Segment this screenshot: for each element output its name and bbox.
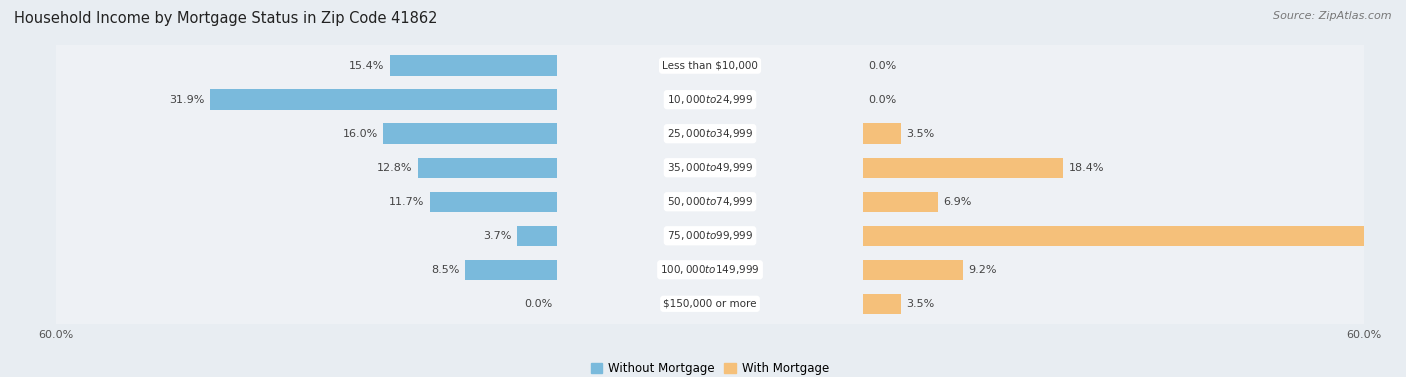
Bar <box>862 192 938 212</box>
FancyBboxPatch shape <box>49 92 1371 176</box>
Text: 9.2%: 9.2% <box>969 265 997 275</box>
Legend: Without Mortgage, With Mortgage: Without Mortgage, With Mortgage <box>586 357 834 377</box>
Text: 12.8%: 12.8% <box>377 163 412 173</box>
Bar <box>517 225 558 246</box>
Bar <box>862 294 901 314</box>
FancyBboxPatch shape <box>55 34 1365 97</box>
Bar <box>209 89 558 110</box>
Text: 3.7%: 3.7% <box>484 231 512 241</box>
Text: $100,000 to $149,999: $100,000 to $149,999 <box>661 263 759 276</box>
Text: $25,000 to $34,999: $25,000 to $34,999 <box>666 127 754 140</box>
FancyBboxPatch shape <box>49 228 1371 312</box>
FancyBboxPatch shape <box>49 23 1371 108</box>
Text: $75,000 to $99,999: $75,000 to $99,999 <box>666 229 754 242</box>
Bar <box>862 225 1406 246</box>
FancyBboxPatch shape <box>55 103 1365 165</box>
FancyBboxPatch shape <box>55 239 1365 301</box>
Text: 0.0%: 0.0% <box>868 95 896 105</box>
Text: 18.4%: 18.4% <box>1069 163 1104 173</box>
Bar <box>862 158 1063 178</box>
FancyBboxPatch shape <box>55 273 1365 335</box>
Text: 0.0%: 0.0% <box>868 61 896 70</box>
Text: 3.5%: 3.5% <box>905 299 935 309</box>
Bar <box>465 260 558 280</box>
FancyBboxPatch shape <box>49 57 1371 142</box>
Bar <box>418 158 558 178</box>
Text: 0.0%: 0.0% <box>524 299 553 309</box>
FancyBboxPatch shape <box>49 126 1371 210</box>
FancyBboxPatch shape <box>49 262 1371 346</box>
FancyBboxPatch shape <box>55 170 1365 233</box>
Text: 16.0%: 16.0% <box>343 129 378 139</box>
Bar <box>389 55 558 76</box>
Bar <box>382 124 558 144</box>
Bar <box>430 192 558 212</box>
FancyBboxPatch shape <box>55 204 1365 267</box>
Text: Household Income by Mortgage Status in Zip Code 41862: Household Income by Mortgage Status in Z… <box>14 11 437 26</box>
FancyBboxPatch shape <box>49 159 1371 244</box>
Text: 8.5%: 8.5% <box>432 265 460 275</box>
Text: 3.5%: 3.5% <box>905 129 935 139</box>
Text: Source: ZipAtlas.com: Source: ZipAtlas.com <box>1274 11 1392 21</box>
Text: $35,000 to $49,999: $35,000 to $49,999 <box>666 161 754 174</box>
Text: 11.7%: 11.7% <box>389 197 425 207</box>
Bar <box>862 260 963 280</box>
Text: $10,000 to $24,999: $10,000 to $24,999 <box>666 93 754 106</box>
Text: Less than $10,000: Less than $10,000 <box>662 61 758 70</box>
Text: $150,000 or more: $150,000 or more <box>664 299 756 309</box>
Text: 15.4%: 15.4% <box>349 61 384 70</box>
Bar <box>862 124 901 144</box>
FancyBboxPatch shape <box>55 136 1365 199</box>
Text: $50,000 to $74,999: $50,000 to $74,999 <box>666 195 754 208</box>
FancyBboxPatch shape <box>49 193 1371 278</box>
FancyBboxPatch shape <box>55 68 1365 131</box>
Text: 31.9%: 31.9% <box>169 95 204 105</box>
Text: 6.9%: 6.9% <box>943 197 972 207</box>
